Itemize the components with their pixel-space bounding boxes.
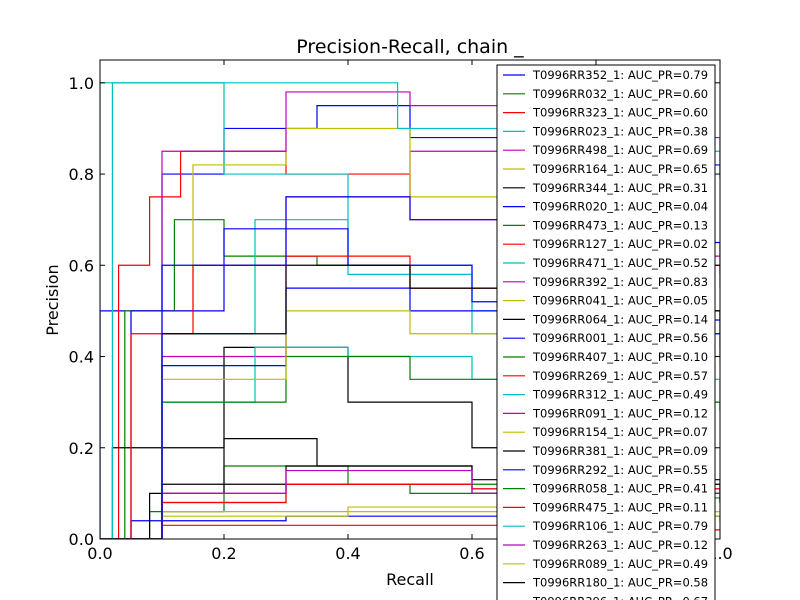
y-tick-label: 0.6 [69,256,94,275]
y-tick-label: 1.0 [69,74,94,93]
legend-entry: T0996RR407_1: AUC_PR=0.10 [532,350,708,364]
x-tick-label: 0.4 [335,544,360,563]
legend-entry: T0996RR475_1: AUC_PR=0.11 [532,500,708,514]
chart-title: Precision-Recall, chain _ [296,36,524,58]
legend-box [496,64,716,600]
y-tick-label: 0.0 [69,530,94,549]
x-tick-label: 0.0 [87,544,112,563]
legend-entry: T0996RR323_1: AUC_PR=0.60 [532,106,708,120]
x-tick-label: 0.2 [211,544,236,563]
legend-entry: T0996RR106_1: AUC_PR=0.79 [532,519,708,533]
legend-entry: T0996RR498_1: AUC_PR=0.69 [532,143,708,157]
legend-entry: T0996RR089_1: AUC_PR=0.49 [532,557,708,571]
legend: T0996RR352_1: AUC_PR=0.79 T0996RR032_1: A… [496,64,716,600]
legend-entry: T0996RR023_1: AUC_PR=0.38 [532,124,708,138]
legend-entry: T0996RR471_1: AUC_PR=0.52 [532,256,708,270]
legend-entry: T0996RR127_1: AUC_PR=0.02 [532,237,708,251]
legend-entry: T0996RR396_1: AUC_PR=0.67 [532,594,708,600]
y-axis-label: Precision [43,264,62,335]
legend-entry: T0996RR064_1: AUC_PR=0.14 [532,312,708,326]
legend-entry: T0996RR381_1: AUC_PR=0.09 [532,444,708,458]
legend-entry: T0996RR352_1: AUC_PR=0.79 [532,68,708,82]
x-tick-label: 0.6 [459,544,484,563]
y-tick-label: 0.4 [69,348,94,367]
legend-entry: T0996RR164_1: AUC_PR=0.65 [532,162,708,176]
legend-entry: T0996RR292_1: AUC_PR=0.55 [532,463,708,477]
legend-entry: T0996RR263_1: AUC_PR=0.12 [532,538,708,552]
legend-entry: T0996RR041_1: AUC_PR=0.05 [532,294,708,308]
plot-frame [99,59,721,540]
x-axis-label: Recall [386,570,434,589]
legend-entry: T0996RR180_1: AUC_PR=0.58 [532,576,708,590]
legend-entry: T0996RR091_1: AUC_PR=0.12 [532,406,708,420]
legend-entry: T0996RR269_1: AUC_PR=0.57 [532,369,708,383]
legend-entry: T0996RR312_1: AUC_PR=0.49 [532,388,708,402]
y-tick-label: 0.8 [69,165,94,184]
legend-entry: T0996RR020_1: AUC_PR=0.04 [532,200,708,214]
legend-entry: T0996RR001_1: AUC_PR=0.56 [532,331,708,345]
legend-entry: T0996RR473_1: AUC_PR=0.13 [532,218,708,232]
legend-entry: T0996RR154_1: AUC_PR=0.07 [532,425,708,439]
legend-entry: T0996RR392_1: AUC_PR=0.83 [532,275,708,289]
legend-entry: T0996RR032_1: AUC_PR=0.60 [532,87,708,101]
y-tick-label: 0.2 [69,439,94,458]
legend-entry: T0996RR058_1: AUC_PR=0.41 [532,482,708,496]
legend-entry: T0996RR344_1: AUC_PR=0.31 [532,181,708,195]
